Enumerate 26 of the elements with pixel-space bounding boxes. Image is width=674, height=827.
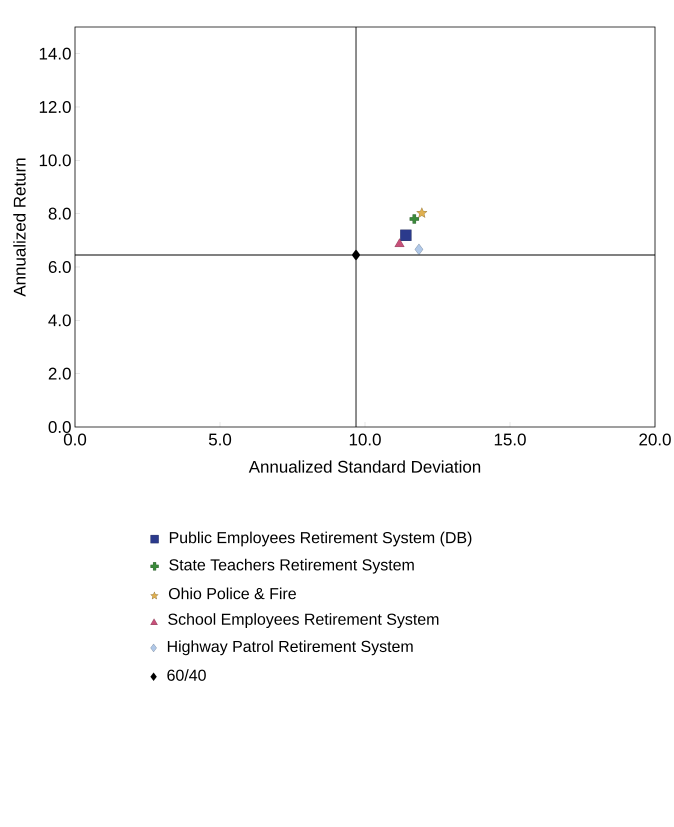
y-tick-label: 8.0 (48, 208, 71, 220)
x-tick-label: 10.0 (350, 434, 381, 446)
point (400, 230, 412, 241)
y-tick-label: 2.0 (48, 368, 71, 380)
legend-label: Highway Patrol Retirement System (168, 640, 413, 656)
legend-label: School Employees Retirement System (168, 613, 438, 628)
legend-label: State Teachers Retirement System (169, 558, 414, 574)
y-tick-label: 10.0 (40, 154, 71, 166)
y-tick-label: 6.0 (48, 260, 71, 273)
point (410, 214, 419, 224)
legend-label: Ohio Police & Fire (168, 588, 296, 600)
x-tick-label: 5.0 (208, 434, 232, 446)
x-axis-title: Annualized Standard Deviation (248, 460, 480, 473)
x-tick-label: 20.0 (639, 434, 671, 446)
point (414, 244, 424, 256)
point (352, 249, 360, 261)
point (416, 207, 428, 218)
y-tick-label: 12.0 (40, 100, 71, 113)
legend-label: 60/40 (167, 669, 206, 681)
x-tick-label: 0.0 (64, 434, 86, 446)
y-tick-label: 0.0 (48, 420, 71, 433)
y-tick-label: 14.0 (40, 48, 71, 60)
y-axis-title: Annualized Return (13, 158, 26, 297)
y-tick-label: 4.0 (48, 314, 71, 326)
x-tick-label: 15.0 (494, 434, 526, 446)
legend-label: Public Employees Retirement System (DB) (170, 532, 472, 546)
